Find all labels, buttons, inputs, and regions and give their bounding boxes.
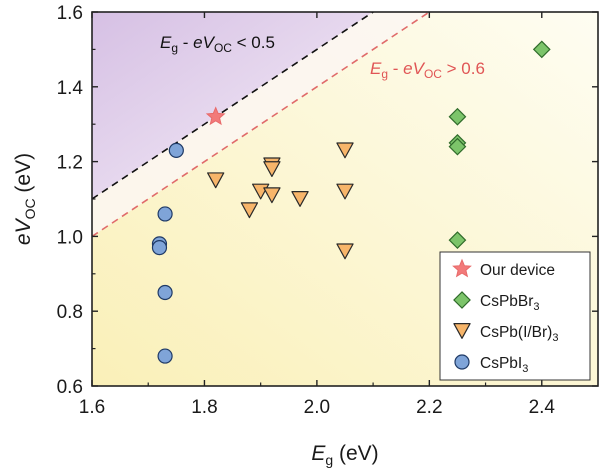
legend-marker-diamond [453,291,471,309]
point-star-1 [205,106,226,126]
x-axis-title: Eg (eV) [311,442,378,468]
legend-label: CsPbI3 [480,355,528,375]
x-tick-label: 2.4 [529,397,556,418]
point-triangle-down-7 [291,191,309,207]
point-diamond-5 [448,231,467,250]
legend-marker-triangle-down [453,323,471,339]
point-circle-6 [157,348,173,364]
x-tick-label: 1.6 [79,397,105,418]
point-circle-5 [157,284,173,301]
point-triangle-down-1 [207,172,225,189]
y-tick-label: 1.0 [57,227,83,248]
legend-marker-circle [454,354,470,370]
reference-line-2 [92,12,431,238]
legend: Our device CsPbBr3 CsPb(I/Br)3 CsPbI3 [439,251,591,381]
legend-marker-star [452,258,472,278]
annotation-red-line: Eg - eVOC > 0.6 [370,59,485,81]
legend-label: CsPb(I/Br)3 [480,324,558,344]
point-triangle-down-9 [336,183,354,200]
point-diamond-2 [448,107,467,126]
point-triangle-down-6 [263,187,281,204]
y-tick-label: 0.8 [57,302,83,323]
point-triangle-down-10 [336,243,354,260]
point-triangle-down-2 [240,202,259,219]
point-triangle-down-5 [263,161,281,178]
data-points [151,40,551,364]
x-tick-label: 1.8 [191,397,217,418]
y-axis-title: eVOC (eV) [12,153,38,245]
x-tick-label: 2.2 [416,397,442,418]
point-circle-1 [168,142,184,158]
point-circle-2 [157,206,173,222]
y-tick-label: 1.4 [57,78,84,99]
point-diamond-4 [448,137,467,156]
point-diamond-1 [532,40,551,59]
x-tick-label: 2.0 [304,397,330,418]
annotation-black-line: Eg - eVOC < 0.5 [160,33,275,55]
y-tick-label: 0.6 [57,377,83,398]
y-tick-label: 1.6 [57,3,83,24]
axes: 1.6 1.8 2.0 2.2 2.4 0.6 0.8 1.0 1.2 1.4 1.6 Eg (eV)… [12,3,599,468]
y-tick-label: 1.2 [57,153,83,174]
legend-label: Our device [480,262,555,279]
annotations: Eg - eVOC < 0.5 Eg - eVOC > 0.6 [160,33,485,81]
point-circle-4 [151,240,168,256]
legend-label: CsPbBr3 [480,293,540,313]
point-triangle-down-8 [336,142,354,159]
